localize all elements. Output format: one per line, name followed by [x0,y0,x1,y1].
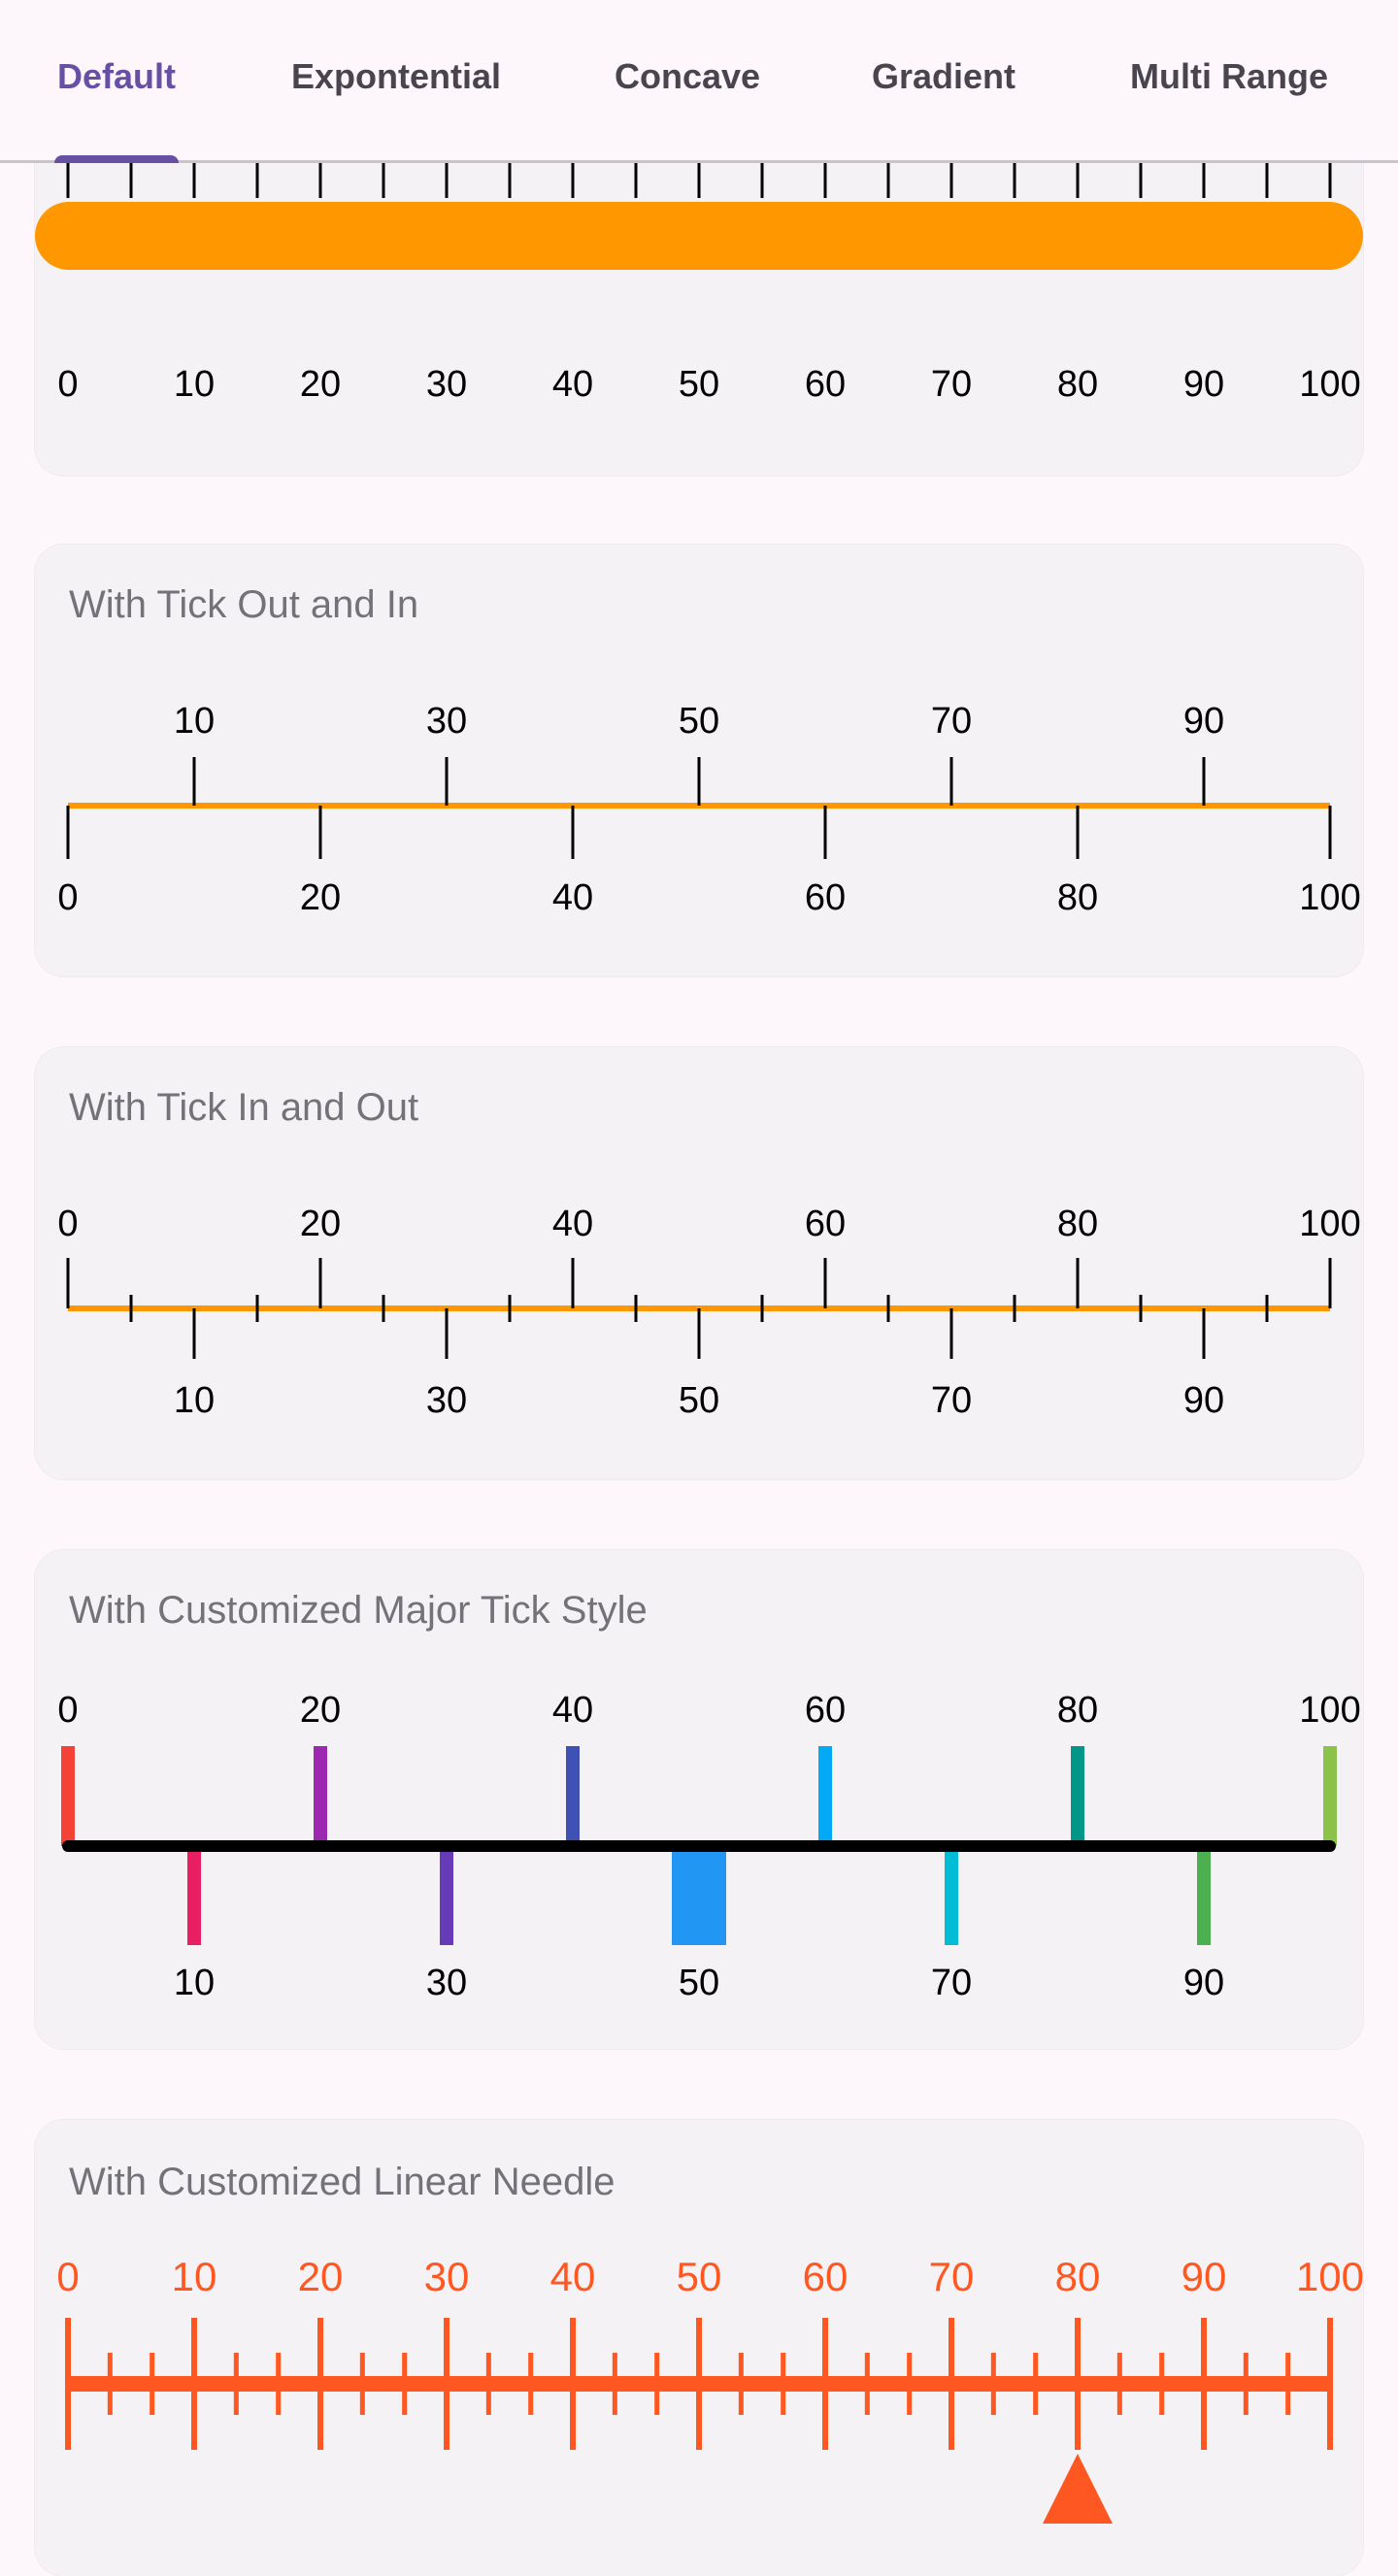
major-tick [818,1746,832,1846]
tick-label: 10 [172,2254,217,2299]
tick-label: 100 [1296,2254,1364,2299]
tick-label: 10 [174,364,215,405]
tick-label: 20 [300,1204,341,1244]
tick-label: 80 [1057,1204,1098,1244]
tick-label: 50 [679,1380,719,1421]
major-tick [566,1746,580,1846]
tick-label: 20 [300,364,341,405]
tick-label: 50 [679,364,719,405]
major-tick [187,1846,201,1945]
tick-label: 100 [1299,364,1360,405]
tick-label: 70 [929,2254,975,2299]
tick-label: 30 [426,1963,467,2003]
major-tick [672,1846,726,1945]
tick-label: 100 [1299,1690,1360,1731]
tick-label: 20 [298,2254,344,2299]
tick-label: 60 [803,2254,849,2299]
card-title: With Customized Major Tick Style [69,1589,648,1632]
card-title: With Tick In and Out [69,1086,419,1129]
tick-label: 60 [805,1204,846,1244]
tab-gradient[interactable]: Gradient [871,56,1016,96]
tick-label: 20 [300,877,341,918]
tick-label: 90 [1183,1380,1224,1421]
card-title: With Tick Out and In [69,583,419,626]
tick-label: 10 [174,1380,215,1421]
tick-label: 70 [931,364,972,405]
gauge-card-custom-major-tick: With Customized Major Tick Style 0 10 20 30… [35,1550,1363,2049]
tick-label: 80 [1057,877,1098,918]
tick-label: 70 [931,701,972,742]
major-tick [1071,1746,1084,1846]
tab-concave[interactable]: Concave [614,56,761,96]
gauge-card-custom-needle: With Customized Linear Needle 0 10 20 30 40 5… [35,2120,1364,2576]
tick-label: 80 [1055,2254,1101,2299]
default-linear-gauge: 0 10 20 30 40 50 60 70 80 90 100 [35,161,1363,405]
tick-label: 10 [174,701,215,742]
major-tick [314,1746,327,1846]
major-tick [945,1846,958,1945]
tick-label: 30 [426,364,467,405]
tick-label: 50 [677,2254,722,2299]
card-title: With Customized Linear Needle [69,2161,616,2203]
tick-label: 70 [931,1380,972,1421]
tick-label: 80 [1057,1690,1098,1731]
gauge-card-tick-in-out: With Tick In and Out 0 10 20 30 40 50 60 70 80 90… [35,1047,1363,1479]
tick-label: 0 [57,877,78,918]
major-tick [1323,1746,1337,1846]
gauge-bar [35,202,1363,270]
tick-label: 0 [56,2254,79,2299]
tick-label: 40 [552,1204,593,1244]
tab-expontential[interactable]: Expontential [290,56,502,96]
tick-label: 60 [805,1690,846,1731]
tick-label: 90 [1183,364,1224,405]
tick-in-out-gauge: 0 10 20 30 40 50 60 70 80 90 100 [57,1204,1360,1421]
tab-bar: Default Expontential Concave Gradient Mu… [0,0,1398,163]
tick-label: 90 [1182,2254,1227,2299]
tab-default[interactable]: Default [56,56,177,96]
tick-label: 50 [679,1963,719,2003]
gauge-card-tick-out-in: With Tick Out and In 0 10 20 30 40 50 60 70 80 90… [35,545,1363,976]
tab-multi-range[interactable]: Multi Range [1130,56,1328,96]
tick-label: 40 [552,1690,593,1731]
tick-label: 60 [805,877,846,918]
tick-label: 50 [679,701,719,742]
custom-needle-gauge: 0 10 20 30 40 50 60 70 80 90 100 [56,2254,1364,2524]
tick-label: 40 [550,2254,596,2299]
tick-label: 30 [426,1380,467,1421]
tick-label: 40 [552,364,593,405]
tick-label: 90 [1183,1963,1224,2003]
tick-label: 40 [552,877,593,918]
tick-label: 0 [57,1690,78,1731]
major-tick [61,1746,75,1846]
tick-label: 30 [426,701,467,742]
major-tick [1197,1846,1211,1945]
tick-label: 30 [424,2254,470,2299]
tick-label: 0 [57,1204,78,1244]
major-tick [440,1846,453,1945]
tick-label: 0 [57,364,78,405]
tab-active-indicator [54,155,179,163]
tick-label: 20 [300,1690,341,1731]
tick-label: 60 [805,364,846,405]
tick-label: 70 [931,1963,972,2003]
tick-label: 80 [1057,364,1098,405]
tick-label: 100 [1299,1204,1360,1244]
tick-label: 90 [1183,701,1224,742]
tick-label: 100 [1299,877,1360,918]
custom-major-tick-gauge: 0 10 20 30 40 50 60 70 80 90 100 [57,1690,1360,2003]
tick-label: 10 [174,1963,215,2003]
tick-out-in-gauge: 0 10 20 30 40 50 60 70 80 90 100 [57,701,1360,918]
needle-pointer [1043,2454,1113,2524]
